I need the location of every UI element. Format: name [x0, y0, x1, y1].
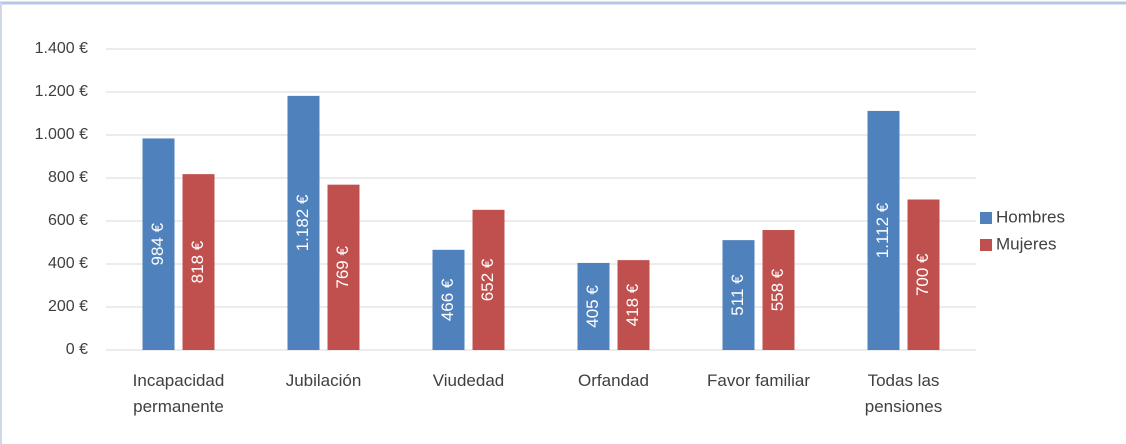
- bar: [722, 240, 755, 350]
- x-tick-label: Viudedad: [432, 371, 505, 390]
- bar: [617, 260, 650, 350]
- value-label: 652 €: [478, 258, 497, 301]
- y-tick-label: 1.000 €: [35, 126, 88, 143]
- value-label: 405 €: [583, 285, 602, 328]
- x-tick-label: Incapacidad permanente: [132, 371, 225, 416]
- y-tick-label: 200 €: [48, 298, 88, 315]
- legend-label: Mujeres: [996, 234, 1056, 253]
- bar: [327, 184, 360, 350]
- bar: [867, 110, 900, 350]
- x-tick-label: Todas las pensiones: [864, 371, 943, 416]
- legend-swatch: [980, 239, 992, 251]
- bar: [182, 174, 215, 350]
- value-label: 558 €: [768, 268, 787, 311]
- bar: [472, 209, 505, 350]
- value-label: 511 €: [728, 274, 747, 316]
- bar: [142, 138, 175, 350]
- y-tick-label: 0 €: [66, 341, 88, 358]
- bar: [287, 95, 320, 351]
- y-tick-label: 800 €: [48, 169, 88, 186]
- bar: [577, 262, 610, 350]
- value-label: 700 €: [913, 253, 932, 296]
- legend-swatch: [980, 212, 992, 224]
- value-label: 769 €: [333, 246, 352, 289]
- value-label: 818 €: [188, 240, 207, 283]
- bar: [907, 199, 940, 350]
- bar: [432, 249, 465, 350]
- value-label: 984 €: [148, 222, 167, 265]
- y-tick-label: 600 €: [48, 212, 88, 229]
- legend-label: Hombres: [996, 207, 1065, 226]
- x-tick-label: Orfandad: [578, 371, 649, 390]
- value-label: 1.112 €: [873, 202, 892, 258]
- y-tick-label: 400 €: [48, 255, 88, 272]
- bar: [762, 230, 795, 350]
- x-tick-label: Jubilación: [285, 371, 362, 390]
- y-tick-label: 1.400 €: [35, 40, 88, 57]
- y-tick-label: 1.200 €: [35, 83, 88, 100]
- value-label: 1.182 €: [293, 194, 312, 251]
- x-tick-label: Favor familiar: [707, 371, 810, 390]
- value-label: 466 €: [438, 278, 457, 321]
- value-label: 418 €: [623, 283, 642, 326]
